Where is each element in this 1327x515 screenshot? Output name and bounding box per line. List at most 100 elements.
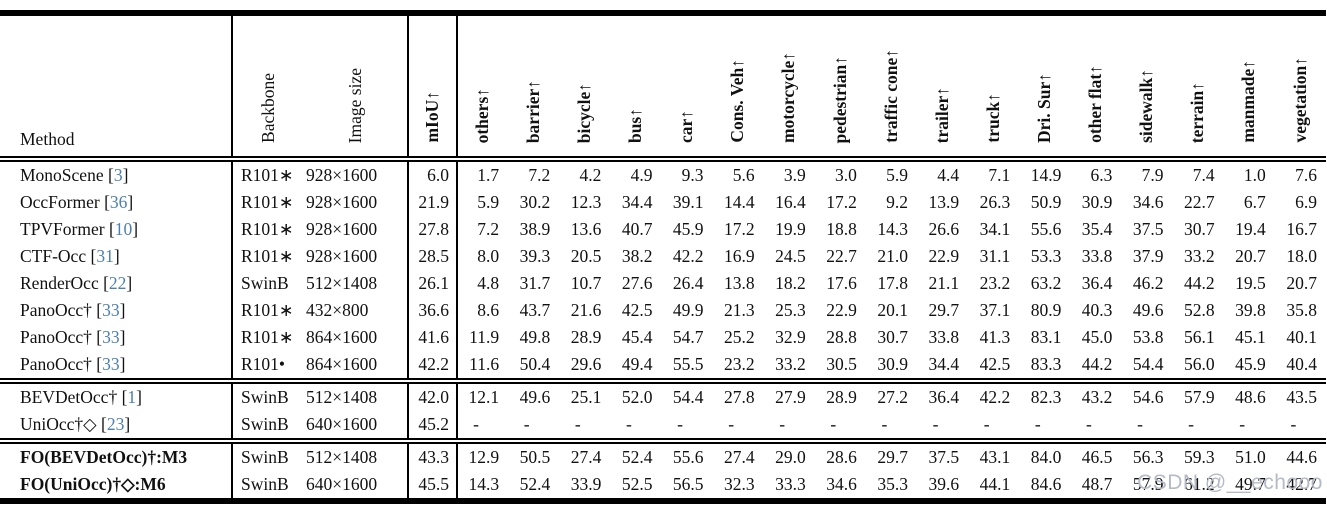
value-cell: 22.9 bbox=[928, 246, 960, 266]
value-cell: 7.1 bbox=[988, 165, 1011, 185]
citation-link[interactable]: 33 bbox=[102, 300, 120, 320]
col-header-class: trailer↑ bbox=[916, 13, 969, 162]
table-group: BEVDetOcc† [1] SwinB 512×1408 42.0 12.1 49.6 2… bbox=[0, 378, 1326, 441]
backbone-cell: R101∗ bbox=[231, 216, 304, 243]
image-size-cell: 928×1600 bbox=[306, 219, 378, 239]
col-header-class: truck↑ bbox=[968, 13, 1020, 162]
value-cell: 4.2 bbox=[579, 165, 602, 185]
value-cell: 37.1 bbox=[979, 300, 1011, 320]
value-cell: 28.8 bbox=[826, 327, 857, 347]
value-cell: - bbox=[625, 414, 632, 434]
value-cell: 40.4 bbox=[1286, 354, 1317, 374]
value-cell: 25.2 bbox=[724, 327, 755, 347]
col-header-class: Cons. Veh↑ bbox=[712, 13, 764, 162]
col-header-class-label: motorcycle↑ bbox=[778, 51, 799, 143]
value-cell: 22.7 bbox=[1184, 192, 1215, 212]
value-cell: 7.2 bbox=[528, 165, 551, 185]
table-row: UniOcc†◇ [23] SwinB 640×1600 45.2- - - - - - - - - -… bbox=[0, 411, 1326, 441]
table-row: RenderOcc [22] SwinB 512×1408 26.1 4.8 31.7 10… bbox=[0, 270, 1326, 297]
value-cell: 21.0 bbox=[877, 246, 908, 266]
col-header-backbone-label: Backbone bbox=[257, 73, 278, 143]
value-cell: 59.3 bbox=[1172, 438, 1224, 471]
col-header-class: sidewalk↑ bbox=[1121, 13, 1173, 162]
value-cell: 39.3 bbox=[519, 246, 551, 266]
col-header-class-label: Cons. Veh↑ bbox=[727, 59, 748, 143]
value-cell: 17.8 bbox=[877, 273, 908, 293]
col-header-class-label: Dri. Sur↑ bbox=[1034, 73, 1054, 143]
value-cell: 55.5 bbox=[672, 354, 704, 374]
value-cell: 21.1 bbox=[928, 273, 960, 293]
value-cell: 44.6 bbox=[1274, 438, 1326, 471]
value-cell: 45.0 bbox=[1081, 327, 1113, 347]
value-cell: - bbox=[523, 414, 530, 434]
value-cell: 3.0 bbox=[835, 165, 857, 185]
value-cell: 4.9 bbox=[630, 165, 653, 185]
value-cell: 29.7 bbox=[865, 438, 917, 471]
citation-link[interactable]: 22 bbox=[108, 273, 127, 293]
value-cell: 20.7 bbox=[1286, 273, 1317, 293]
value-cell: 57.9 bbox=[1132, 474, 1164, 494]
image-size-cell: 512×1408 bbox=[304, 378, 408, 411]
value-cell: 35.8 bbox=[1286, 300, 1317, 320]
value-cell: 39.1 bbox=[672, 192, 704, 212]
col-header-class-label: other flat↑ bbox=[1085, 65, 1106, 143]
citation-link[interactable]: 31 bbox=[96, 246, 114, 266]
backbone-cell: R101∗ bbox=[231, 159, 304, 189]
value-cell: 34.6 bbox=[1132, 192, 1164, 212]
value-cell: 38.2 bbox=[621, 246, 653, 266]
value-cell: 6.9 bbox=[1295, 192, 1317, 212]
value-cell: 50.4 bbox=[519, 354, 551, 374]
value-cell: 6.3 bbox=[1090, 165, 1113, 185]
value-cell: 42.5 bbox=[979, 354, 1011, 374]
value-cell: - bbox=[830, 414, 837, 434]
method-cell: OccFormer [36] bbox=[20, 192, 134, 212]
citation-link[interactable]: 33 bbox=[102, 354, 120, 374]
value-cell: 49.6 bbox=[508, 378, 560, 411]
image-size-cell: 864×1600 bbox=[306, 354, 378, 374]
col-header-image-size-label: Image size bbox=[344, 67, 365, 143]
table-row: FO(UniOcc)†◇:M6 SwinB 640×1600 45.5 14.3 52.4… bbox=[0, 471, 1326, 501]
col-header-class: barrier↑ bbox=[508, 13, 560, 162]
value-cell: 25.1 bbox=[559, 378, 611, 411]
value-cell: 16.7 bbox=[1286, 219, 1317, 239]
method-cell: FO(UniOcc)†◇:M6 bbox=[20, 474, 166, 494]
header-row: Method Backbone Image size mIoU↑ others↑ barr… bbox=[0, 13, 1326, 162]
value-cell: 30.9 bbox=[1081, 192, 1113, 212]
value-cell: 27.4 bbox=[712, 438, 764, 471]
value-cell: 41.3 bbox=[979, 327, 1011, 347]
backbone-cell: SwinB bbox=[231, 471, 304, 501]
value-cell: 9.3 bbox=[681, 165, 704, 185]
value-cell: - bbox=[983, 414, 990, 434]
method-cell: UniOcc†◇ [23] bbox=[20, 414, 131, 434]
citation-link[interactable]: 3 bbox=[113, 165, 123, 185]
backbone-cell: SwinB bbox=[231, 378, 304, 411]
citation-link[interactable]: 33 bbox=[102, 327, 120, 347]
backbone-cell: R101∗ bbox=[231, 243, 304, 270]
value-cell: 9.2 bbox=[886, 192, 908, 212]
citation-link[interactable]: 1 bbox=[127, 387, 137, 407]
value-cell: 24.5 bbox=[775, 246, 806, 266]
value-cell: 17.2 bbox=[826, 192, 857, 212]
value-cell: 57.9 bbox=[1172, 378, 1224, 411]
col-header-class: bicycle↑ bbox=[559, 13, 611, 162]
value-cell: 11.9 bbox=[455, 324, 509, 351]
value-cell: 17.2 bbox=[724, 219, 755, 239]
value-cell: 48.6 bbox=[1223, 378, 1275, 411]
citation-link[interactable]: 10 bbox=[114, 219, 133, 239]
citation-link[interactable]: 23 bbox=[106, 414, 125, 434]
citation-link[interactable]: 36 bbox=[109, 192, 128, 212]
value-cell: 20.5 bbox=[570, 246, 602, 266]
value-cell: 49.8 bbox=[519, 327, 551, 347]
value-cell: 10.7 bbox=[570, 273, 602, 293]
value-cell: 38.9 bbox=[519, 219, 551, 239]
value-cell: 27.6 bbox=[621, 273, 653, 293]
col-header-class-label: manmade↑ bbox=[1238, 60, 1259, 143]
method-cell: FO(BEVDetOcc)†:M3 bbox=[0, 438, 232, 471]
col-header-class: other flat↑ bbox=[1070, 13, 1122, 162]
value-cell: 12.9 bbox=[455, 438, 509, 471]
miou-cell: 26.1 bbox=[407, 270, 457, 297]
value-cell: - bbox=[1085, 414, 1092, 434]
value-cell: 50.9 bbox=[1030, 192, 1062, 212]
col-header-class-label: truck↑ bbox=[982, 93, 1003, 143]
value-cell: 1.7 bbox=[455, 159, 509, 189]
